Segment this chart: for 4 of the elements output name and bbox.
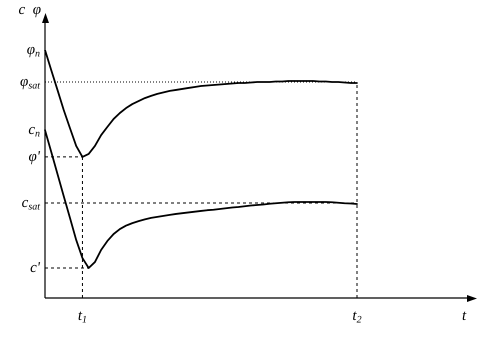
ref-line-label: φ' [28, 148, 41, 165]
text: t [462, 308, 467, 324]
ref-line-label: c' [30, 260, 41, 276]
y-axis-title: c φ [18, 2, 42, 18]
